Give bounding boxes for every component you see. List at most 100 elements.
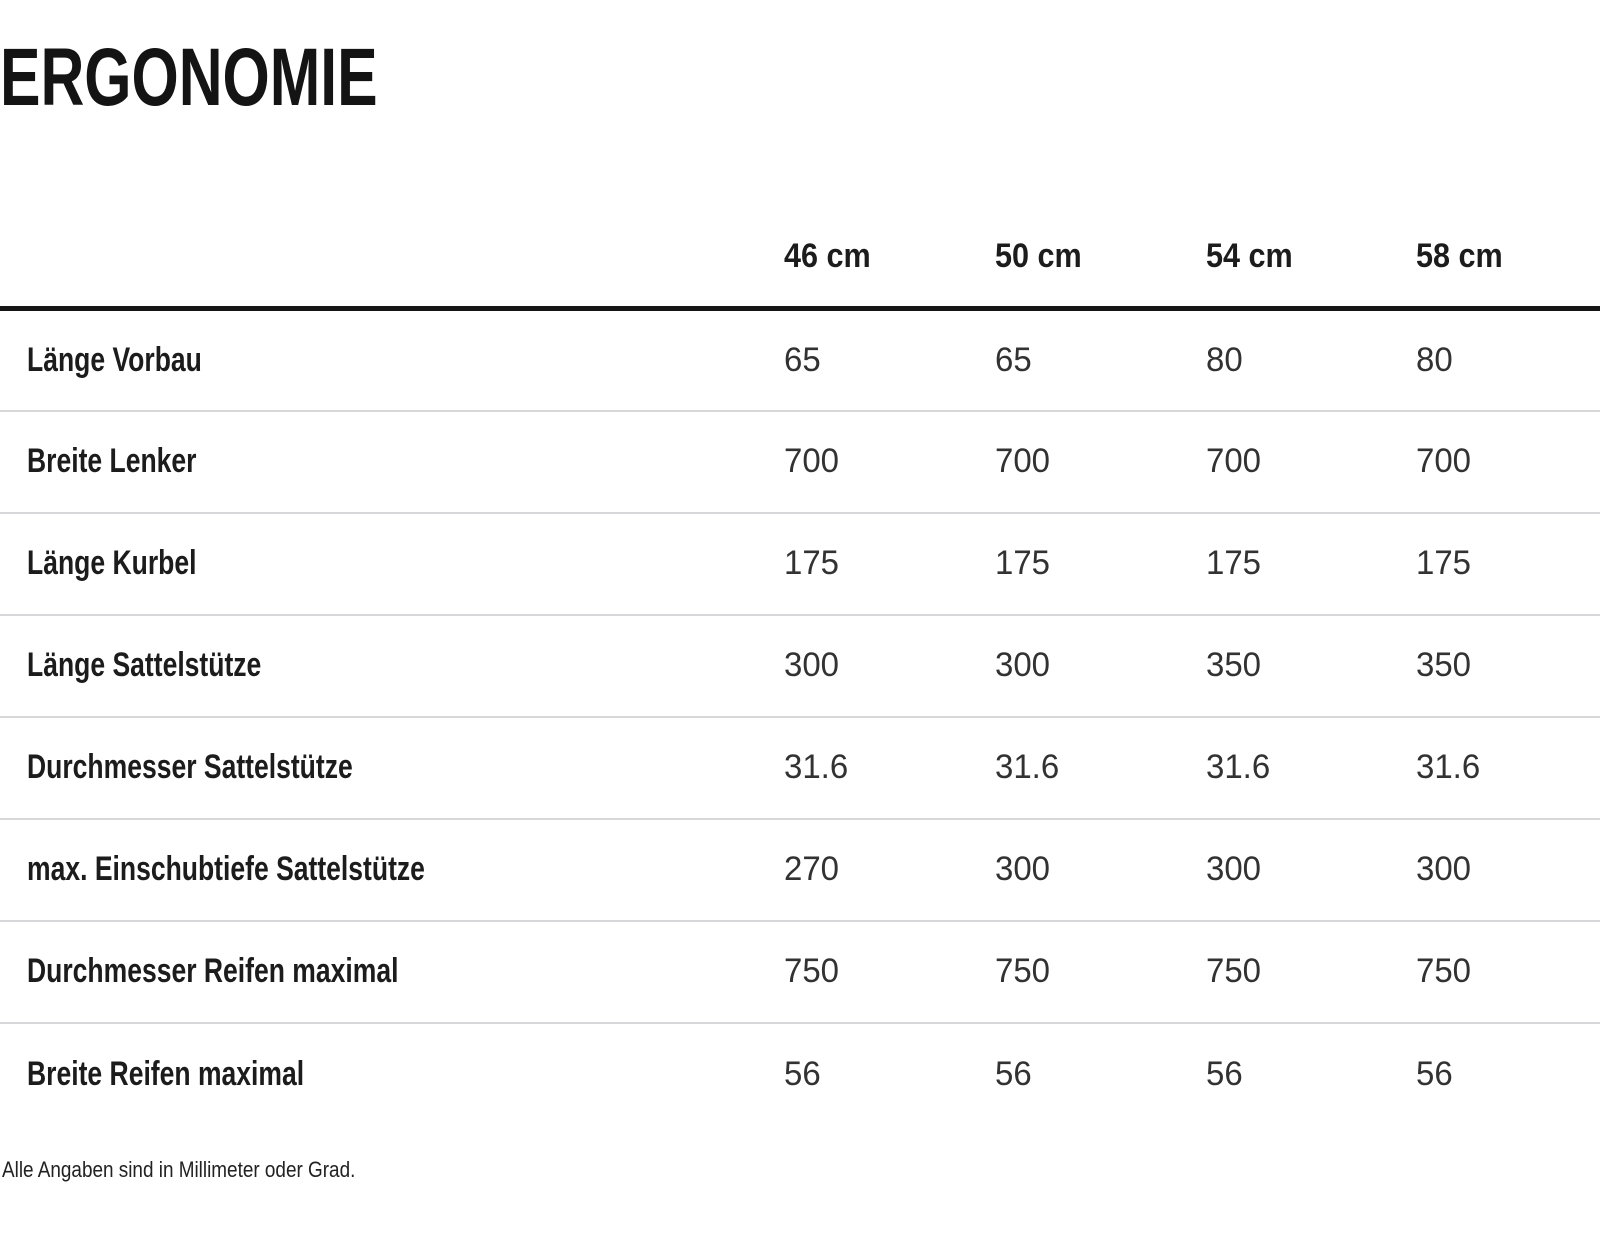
value-cell: 31.6 — [968, 717, 1179, 819]
column-header-54cm: 54 cm — [1179, 120, 1390, 309]
value-cell: 700 — [757, 411, 968, 513]
column-header-label: 58 cm — [1416, 237, 1504, 275]
value-cell: 750 — [1389, 921, 1600, 1023]
spec-value: 270 — [784, 850, 840, 888]
value-cell: 750 — [968, 921, 1179, 1023]
value-cell: 56 — [757, 1023, 968, 1125]
spec-value: 300 — [995, 850, 1051, 888]
value-cell: 700 — [968, 411, 1179, 513]
row-label-cell: Breite Lenker — [0, 411, 757, 513]
row-label: max. Einschubtiefe Sattelstütze — [27, 850, 425, 888]
table-body: Länge Vorbau 65 65 80 80 Breite Lenker 7… — [0, 309, 1600, 1125]
spec-value: 31.6 — [1205, 748, 1270, 786]
value-cell: 300 — [968, 819, 1179, 921]
table-header: 46 cm 50 cm 54 cm 58 cm — [0, 120, 1600, 309]
table-row-breite-lenker: Breite Lenker 700 700 700 700 — [0, 410, 1600, 513]
row-label: Breite Lenker — [27, 442, 197, 480]
spec-value: 65 — [995, 340, 1032, 379]
ergonomics-spec-table: 46 cm 50 cm 54 cm 58 cm Länge Vorbau 65 … — [0, 120, 1600, 1125]
row-label: Länge Sattelstütze — [27, 646, 262, 684]
spec-value: 750 — [1416, 952, 1472, 990]
row-label: Länge Vorbau — [27, 340, 202, 379]
spec-value: 700 — [995, 442, 1051, 480]
spec-value: 300 — [1416, 850, 1472, 888]
spec-value: 300 — [1205, 850, 1261, 888]
spec-value: 700 — [1205, 442, 1261, 480]
spec-value: 31.6 — [995, 748, 1060, 786]
value-cell: 175 — [757, 513, 968, 615]
header-empty-cell — [0, 120, 757, 309]
value-cell: 56 — [1179, 1023, 1390, 1125]
table-row-laenge-kurbel: Länge Kurbel 175 175 175 175 — [0, 512, 1600, 615]
row-label: Durchmesser Sattelstütze — [27, 748, 353, 786]
spec-value: 300 — [995, 646, 1051, 684]
column-header-label: 54 cm — [1205, 237, 1293, 275]
row-label-cell: Länge Sattelstütze — [0, 615, 757, 717]
row-label-cell: Länge Vorbau — [0, 309, 757, 411]
row-label-cell: Durchmesser Sattelstütze — [0, 717, 757, 819]
spec-value: 350 — [1416, 646, 1472, 684]
spec-value: 175 — [995, 544, 1051, 582]
value-cell: 65 — [968, 309, 1179, 411]
value-cell: 270 — [757, 819, 968, 921]
value-cell: 31.6 — [1389, 717, 1600, 819]
page-title: ERGONOMIE — [0, 36, 1600, 120]
value-cell: 175 — [1179, 513, 1390, 615]
spec-value: 56 — [1205, 1054, 1243, 1093]
value-cell: 31.6 — [757, 717, 968, 819]
row-label-cell: Länge Kurbel — [0, 513, 757, 615]
row-label-cell: Breite Reifen maximal — [0, 1023, 757, 1125]
row-label-cell: Durchmesser Reifen maximal — [0, 921, 757, 1023]
units-footnote-text: Alle Angaben sind in Millimeter oder Gra… — [2, 1156, 356, 1182]
spec-value: 31.6 — [784, 748, 849, 786]
spec-value: 350 — [1205, 646, 1261, 684]
column-header-label: 46 cm — [784, 237, 872, 275]
value-cell: 350 — [1389, 615, 1600, 717]
value-cell: 300 — [1179, 819, 1390, 921]
header-row: 46 cm 50 cm 54 cm 58 cm — [0, 120, 1600, 309]
row-label: Breite Reifen maximal — [27, 1054, 305, 1093]
value-cell: 175 — [968, 513, 1179, 615]
table-row-durchmesser-reifen-maximal: Durchmesser Reifen maximal 750 750 750 7… — [0, 920, 1600, 1023]
units-footnote: Alle Angaben sind in Millimeter oder Gra… — [2, 1157, 1600, 1183]
value-cell: 700 — [1389, 411, 1600, 513]
spec-value: 300 — [784, 646, 840, 684]
value-cell: 300 — [968, 615, 1179, 717]
value-cell: 80 — [1179, 309, 1390, 411]
value-cell: 65 — [757, 309, 968, 411]
spec-value: 56 — [995, 1054, 1032, 1093]
value-cell: 175 — [1389, 513, 1600, 615]
table-row-laenge-vorbau: Länge Vorbau 65 65 80 80 — [0, 309, 1600, 411]
column-header-58cm: 58 cm — [1389, 120, 1600, 309]
spec-value: 175 — [784, 544, 840, 582]
row-label-cell: max. Einschubtiefe Sattelstütze — [0, 819, 757, 921]
spec-value: 750 — [1205, 952, 1261, 990]
spec-value: 31.6 — [1416, 748, 1481, 786]
table-row-breite-reifen-maximal: Breite Reifen maximal 56 56 56 56 — [0, 1022, 1600, 1125]
spec-value: 65 — [784, 340, 822, 379]
column-header-46cm: 46 cm — [757, 120, 968, 309]
value-cell: 56 — [1389, 1023, 1600, 1125]
column-header-label: 50 cm — [995, 237, 1082, 275]
column-header-50cm: 50 cm — [968, 120, 1179, 309]
table-row-durchmesser-sattelstuetze: Durchmesser Sattelstütze 31.6 31.6 31.6 … — [0, 716, 1600, 819]
value-cell: 31.6 — [1179, 717, 1390, 819]
row-label: Länge Kurbel — [27, 544, 197, 582]
value-cell: 300 — [1389, 819, 1600, 921]
spec-value: 700 — [1416, 442, 1472, 480]
spec-value: 80 — [1416, 340, 1454, 379]
value-cell: 56 — [968, 1023, 1179, 1125]
value-cell: 700 — [1179, 411, 1390, 513]
table-row-laenge-sattelstuetze: Länge Sattelstütze 300 300 350 350 — [0, 614, 1600, 717]
row-label: Durchmesser Reifen maximal — [27, 952, 399, 990]
value-cell: 80 — [1389, 309, 1600, 411]
spec-value: 750 — [995, 952, 1051, 990]
spec-value: 175 — [1205, 544, 1261, 582]
page-title-text: ERGONOMIE — [0, 32, 378, 123]
spec-value: 175 — [1416, 544, 1472, 582]
spec-value: 700 — [784, 442, 840, 480]
spec-value: 750 — [784, 952, 840, 990]
value-cell: 750 — [1179, 921, 1390, 1023]
spec-value: 80 — [1205, 340, 1243, 379]
spec-value: 56 — [1416, 1054, 1454, 1093]
